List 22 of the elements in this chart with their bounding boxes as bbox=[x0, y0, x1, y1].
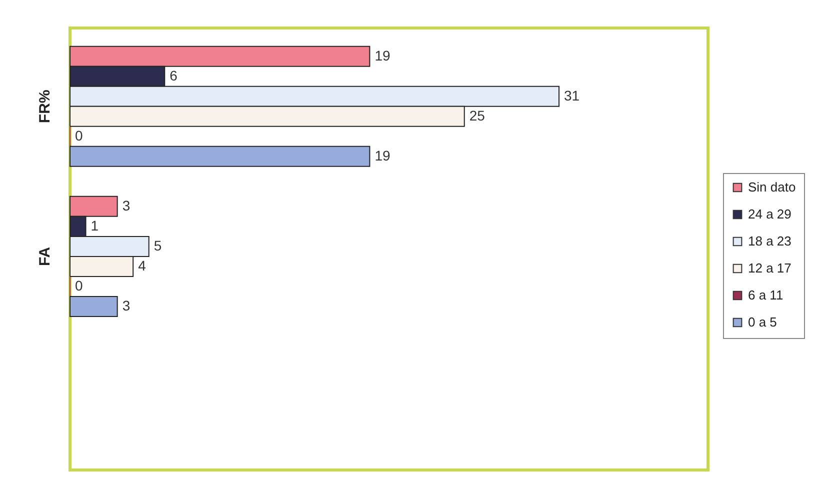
data-label: 3 bbox=[122, 197, 130, 214]
data-label: 5 bbox=[154, 237, 162, 254]
legend-label: 18 a 23 bbox=[748, 234, 792, 248]
legend-label: 24 a 29 bbox=[748, 206, 792, 222]
data-label: 1 bbox=[90, 217, 99, 234]
bar bbox=[70, 146, 370, 167]
data-label: 19 bbox=[374, 147, 390, 164]
legend-label: 12 a 17 bbox=[748, 260, 792, 276]
bar bbox=[70, 296, 118, 317]
data-label: 25 bbox=[469, 107, 486, 124]
legend-label: Sin dato bbox=[748, 180, 796, 194]
data-label: 31 bbox=[564, 87, 580, 104]
data-label: 19 bbox=[374, 47, 390, 64]
data-label: 4 bbox=[138, 257, 146, 274]
legend-label: 6 a 11 bbox=[748, 288, 784, 302]
data-label: 3 bbox=[122, 297, 130, 314]
data-label: 0 bbox=[75, 277, 83, 294]
data-label: 6 bbox=[170, 67, 178, 84]
y-tick-label: FA bbox=[36, 246, 54, 266]
legend-label: 0 a 5 bbox=[748, 314, 777, 330]
data-label: 0 bbox=[75, 127, 83, 144]
y-tick-label: FR% bbox=[36, 90, 54, 124]
